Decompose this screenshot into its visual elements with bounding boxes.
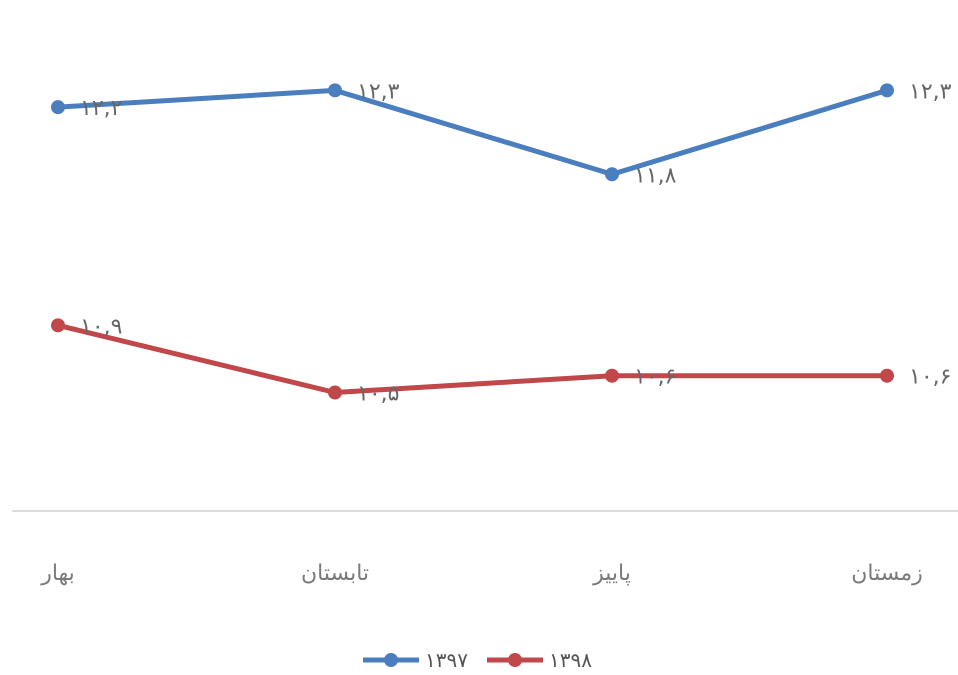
series-1-data-label-1: ۱۰,۵	[357, 382, 399, 407]
x-tick-label-2: پاییز	[592, 561, 631, 586]
series-0-data-label-3: ۱۲,۳	[909, 79, 952, 104]
series-0-point-2	[605, 167, 619, 181]
x-tick-label-1: تابستان	[301, 561, 369, 586]
series-0-data-label-0: ۱۲,۲	[80, 96, 122, 121]
series-0-data-label-1: ۱۲,۳	[357, 79, 400, 104]
series-1-point-0	[51, 318, 65, 332]
series-0-point-3	[880, 83, 894, 97]
series-0-data-label-2: ۱۱,۸	[634, 163, 677, 188]
series-1-point-1	[328, 386, 342, 400]
series-1-data-label-0: ۱۰,۹	[80, 314, 122, 339]
series-1-point-3	[880, 369, 894, 383]
x-tick-label-0: بهار	[40, 561, 75, 586]
legend: ۱۳۹۷ ۱۳۹۸	[363, 648, 592, 672]
series-0-point-0	[51, 100, 65, 114]
series-line-1	[58, 325, 887, 392]
series-layer	[51, 83, 894, 399]
legend-label-0: ۱۳۹۷	[425, 648, 468, 672]
data-label-layer: ۱۲,۲ ۱۲,۳ ۱۱,۸ ۱۲,۳ ۱۰,۹ ۱۰,۵ ۱۰,۶ ۱۰,۶	[80, 79, 952, 406]
series-1-point-2	[605, 369, 619, 383]
legend-label-1: ۱۳۹۸	[549, 648, 592, 672]
series-1-data-label-2: ۱۰,۶	[634, 365, 676, 390]
legend-swatch-marker-1	[508, 653, 522, 667]
series-1-data-label-3: ۱۰,۶	[909, 365, 951, 390]
x-tick-layer: بهار تابستان پاییز زمستان	[40, 561, 923, 586]
series-line-0	[58, 90, 887, 174]
legend-swatch-marker-0	[384, 653, 398, 667]
series-0-point-1	[328, 83, 342, 97]
x-tick-label-3: زمستان	[851, 561, 923, 586]
